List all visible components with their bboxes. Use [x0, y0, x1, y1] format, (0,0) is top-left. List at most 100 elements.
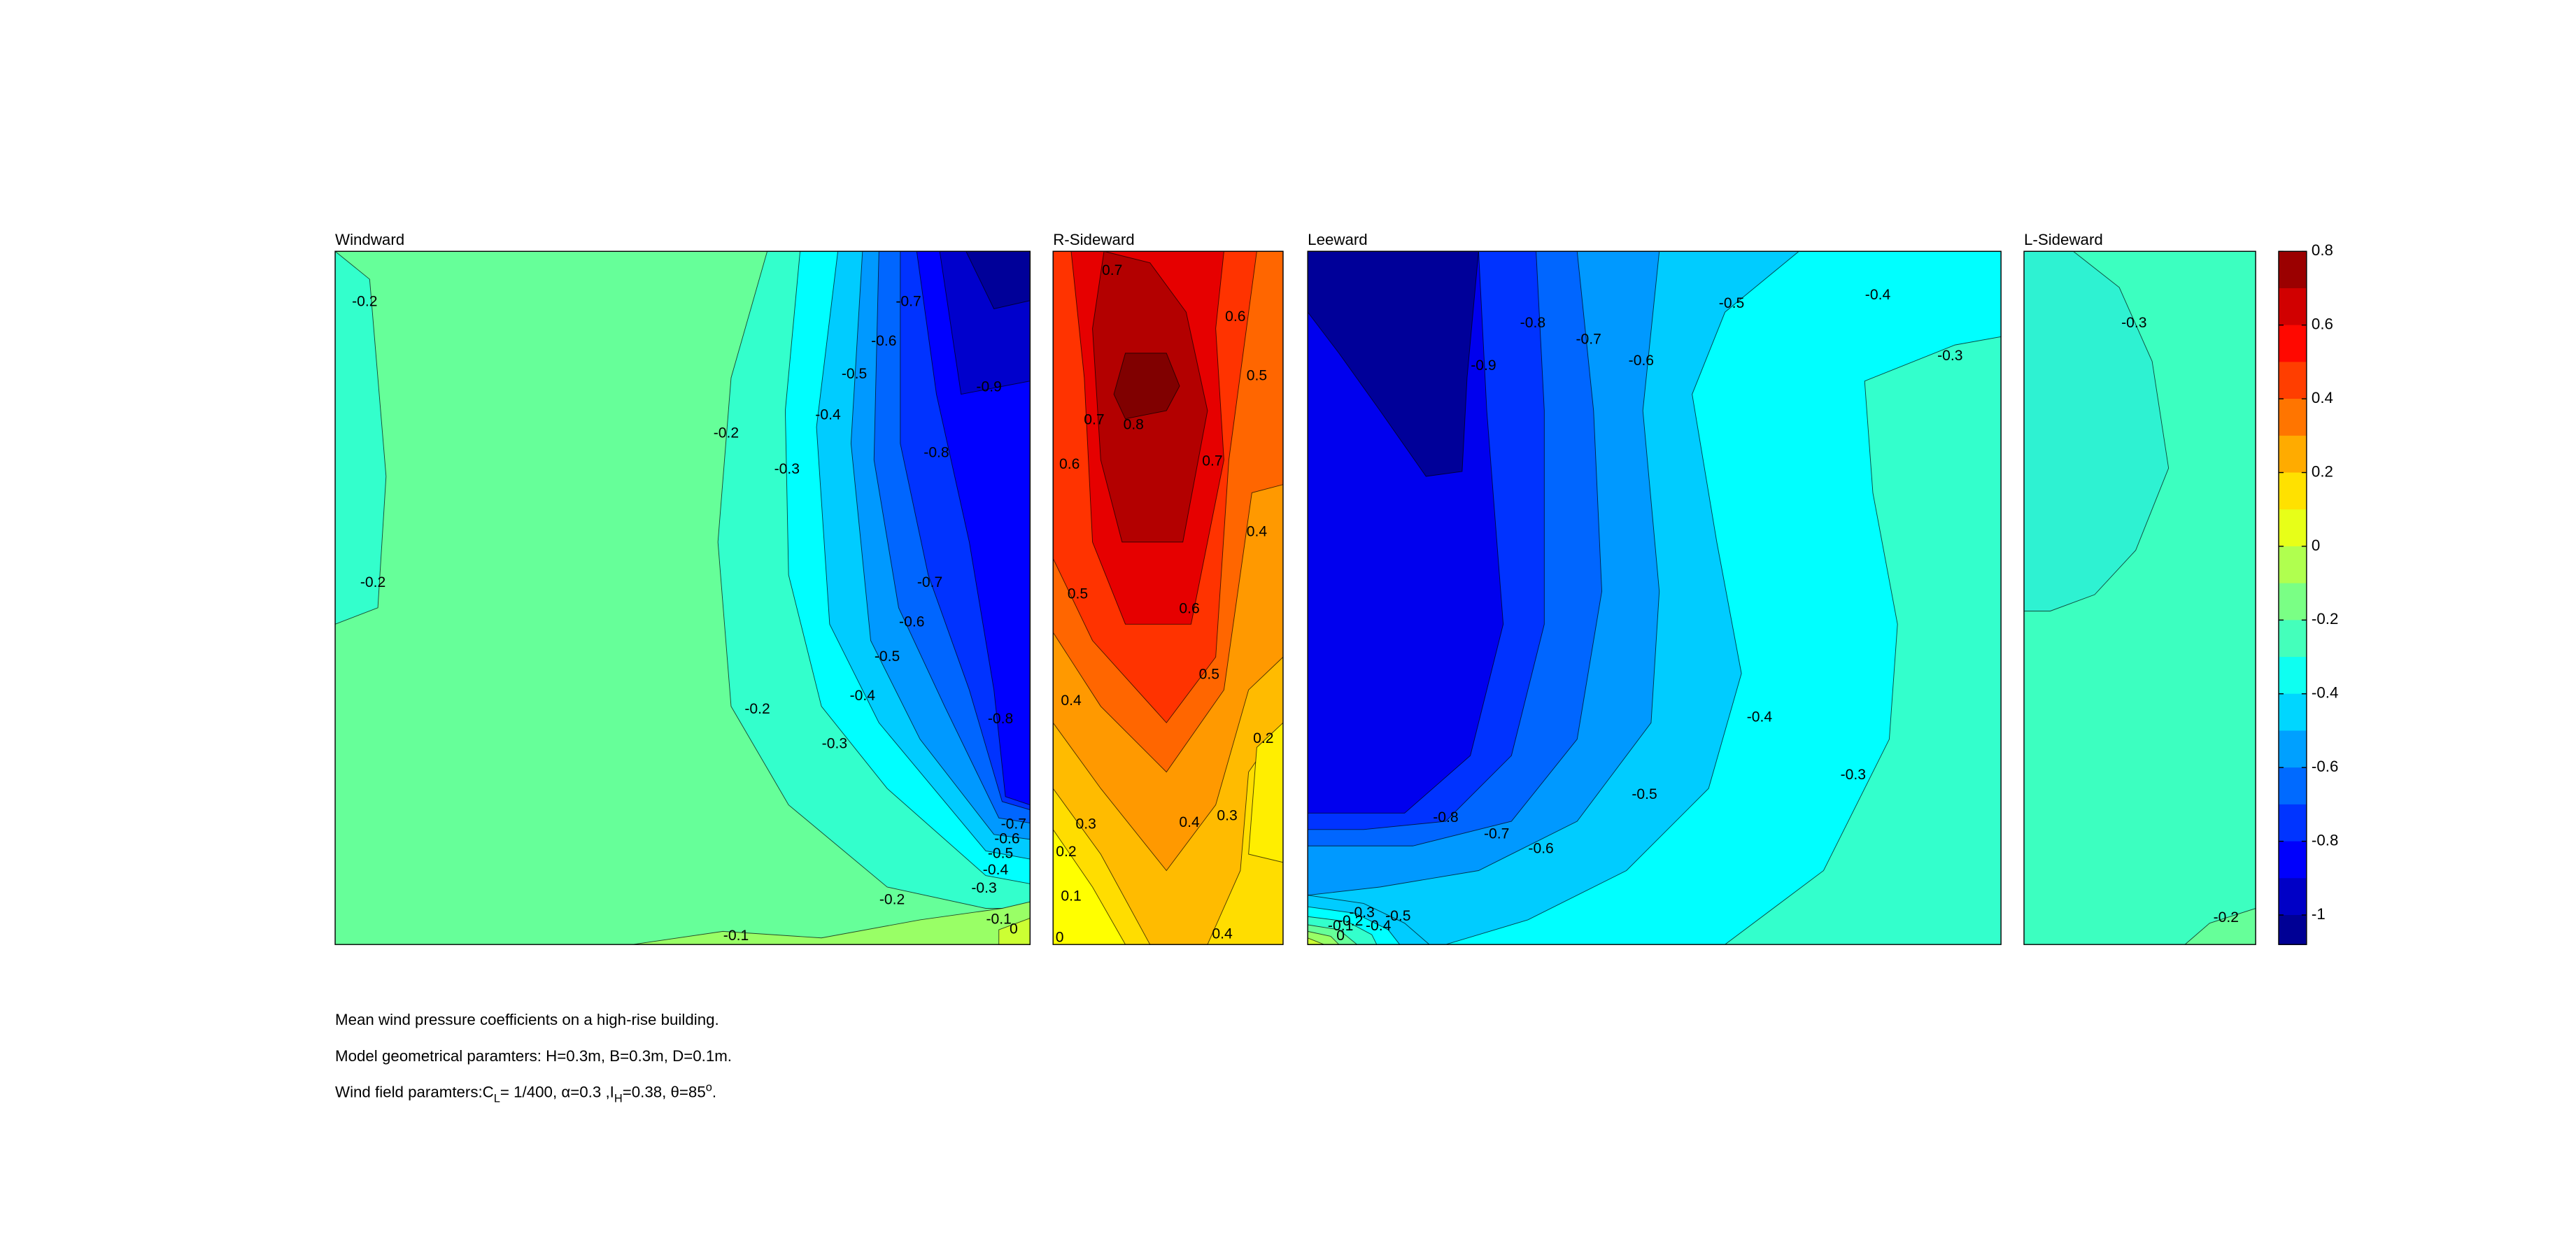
- contour-label: 0.3: [1217, 808, 1237, 824]
- colorbar-tick-label: 0.4: [2312, 389, 2333, 406]
- colorbar-tick-label: -0.6: [2312, 758, 2338, 775]
- contour-label: -0.8: [1433, 809, 1458, 825]
- contour-label: -0.7: [1001, 816, 1026, 832]
- panel-title: R-Sideward: [1053, 231, 1134, 248]
- contour-region: [2023, 250, 2170, 611]
- contour-label: 0: [1336, 928, 1345, 944]
- colorbar-band: [2278, 841, 2307, 879]
- contour-label: -0.7: [1484, 825, 1509, 842]
- panel-frame: [1307, 250, 2002, 945]
- contour-label: 0.3: [1075, 816, 1096, 832]
- caption-part: Wind field paramters:C: [335, 1084, 494, 1101]
- colorbar-tick-label: 0: [2312, 537, 2320, 554]
- colorbar-band: [2278, 878, 2307, 916]
- caption-part: =0.38, θ=85: [623, 1084, 706, 1101]
- contour-label: -0.3: [822, 735, 847, 751]
- contour-label: -0.5: [875, 648, 900, 665]
- contour-label: -0.6: [1629, 353, 1654, 369]
- contour-label: -0.3: [774, 461, 800, 477]
- panel-frame: [2023, 250, 2256, 945]
- panel-title: L-Sideward: [2024, 231, 2103, 248]
- contour-label: 0.4: [1179, 814, 1200, 830]
- caption-part: H: [614, 1093, 623, 1105]
- colorbar-tick-label: 0.2: [2312, 462, 2333, 480]
- colorbar-band: [2278, 325, 2307, 363]
- colorbar-band: [2278, 620, 2307, 658]
- contour-label: -0.2: [744, 701, 770, 717]
- colorbar-band: [2278, 288, 2307, 326]
- colorbar-band: [2278, 546, 2307, 584]
- contour-label: 0.7: [1084, 412, 1104, 428]
- contour-label: -0.2: [1338, 913, 1363, 929]
- contour-label: -0.5: [1385, 908, 1410, 924]
- contour-label: 0.2: [1253, 730, 1273, 746]
- caption-part: .: [712, 1084, 716, 1101]
- panel-frame: [334, 250, 1031, 945]
- contour-label: -0.2: [879, 891, 905, 907]
- colorbar-tick-label: 0.6: [2312, 315, 2333, 333]
- contour-label: -0.5: [1632, 786, 1657, 802]
- contour-label: -0.3: [1937, 348, 1962, 364]
- contour-label: 0.6: [1059, 456, 1080, 472]
- caption-part: = 1/400, α=0.3 ,I: [500, 1084, 614, 1101]
- colorbar-tick-label: 0.8: [2312, 241, 2333, 259]
- contour-label: -0.6: [871, 333, 896, 349]
- contour-label: -0.3: [1349, 905, 1374, 921]
- panel-frame: [1052, 250, 1284, 945]
- contour-panel: [2023, 250, 2256, 945]
- contour-panel: [1307, 250, 2002, 945]
- caption-line: Mean wind pressure coefficients on a hig…: [335, 1011, 719, 1028]
- colorbar-band: [2278, 914, 2307, 945]
- colorbar-band: [2278, 509, 2307, 547]
- contour-label: -0.2: [352, 294, 377, 310]
- contour-label: -0.8: [923, 445, 949, 461]
- colorbar-band: [2278, 399, 2307, 437]
- colorbar-tick-label: -1: [2312, 905, 2326, 923]
- contour-label: -0.4: [1865, 287, 1891, 303]
- caption-part: L: [494, 1093, 500, 1105]
- contour-label: -0.2: [2214, 909, 2239, 926]
- contour-label: 0.7: [1202, 453, 1222, 469]
- colorbar-tick-label: -0.2: [2312, 610, 2338, 627]
- contour-label: -0.4: [983, 862, 1009, 878]
- contour-label: -0.4: [1366, 918, 1392, 934]
- colorbar-band: [2278, 362, 2307, 399]
- colorbar-frame: [2278, 250, 2307, 945]
- contour-label: 0.5: [1199, 667, 1219, 683]
- contour-label: -0.6: [994, 830, 1019, 846]
- colorbar-tick-label: -0.4: [2312, 684, 2338, 702]
- contour-label: -0.5: [1719, 295, 1744, 311]
- colorbar-band: [2278, 693, 2307, 732]
- colorbar-band: [2278, 657, 2307, 695]
- contour-label: -0.5: [842, 366, 867, 382]
- contour-label: 0.4: [1247, 523, 1268, 539]
- contour-label: 0.4: [1061, 693, 1082, 709]
- contour-label: -0.9: [976, 379, 1001, 395]
- colorbar-band: [2278, 804, 2307, 842]
- panel-title: Windward: [335, 231, 404, 248]
- contour-label: -0.7: [1576, 332, 1601, 348]
- contour-region: [1113, 353, 1180, 420]
- contour-label: 0.6: [1225, 309, 1245, 325]
- contour-label: 0.2: [1056, 844, 1076, 860]
- contour-label: 0.1: [1061, 888, 1081, 905]
- contour-label: -0.4: [850, 688, 876, 704]
- colorbar-band: [2278, 472, 2307, 510]
- panel-title: Leeward: [1308, 231, 1368, 248]
- contour-label: -0.6: [899, 614, 924, 630]
- contour-label: 0.5: [1247, 367, 1267, 383]
- contour-label: 0.5: [1068, 586, 1088, 602]
- contour-label: -0.8: [988, 711, 1013, 727]
- caption-line: Wind field paramters:CL= 1/400, α=0.3 ,I…: [335, 1081, 716, 1105]
- contour-panel: [334, 250, 1031, 945]
- caption-line: Model geometrical paramters: H=0.3m, B=0…: [335, 1047, 732, 1065]
- contour-label: -0.9: [1471, 357, 1496, 374]
- contour-label: 0.6: [1179, 601, 1199, 617]
- contour-label: -0.3: [1841, 767, 1866, 783]
- contour-label: -0.7: [896, 294, 921, 310]
- contour-label: -0.4: [1747, 709, 1773, 725]
- colorbar-band: [2278, 435, 2307, 474]
- contour-label: -0.1: [986, 912, 1012, 928]
